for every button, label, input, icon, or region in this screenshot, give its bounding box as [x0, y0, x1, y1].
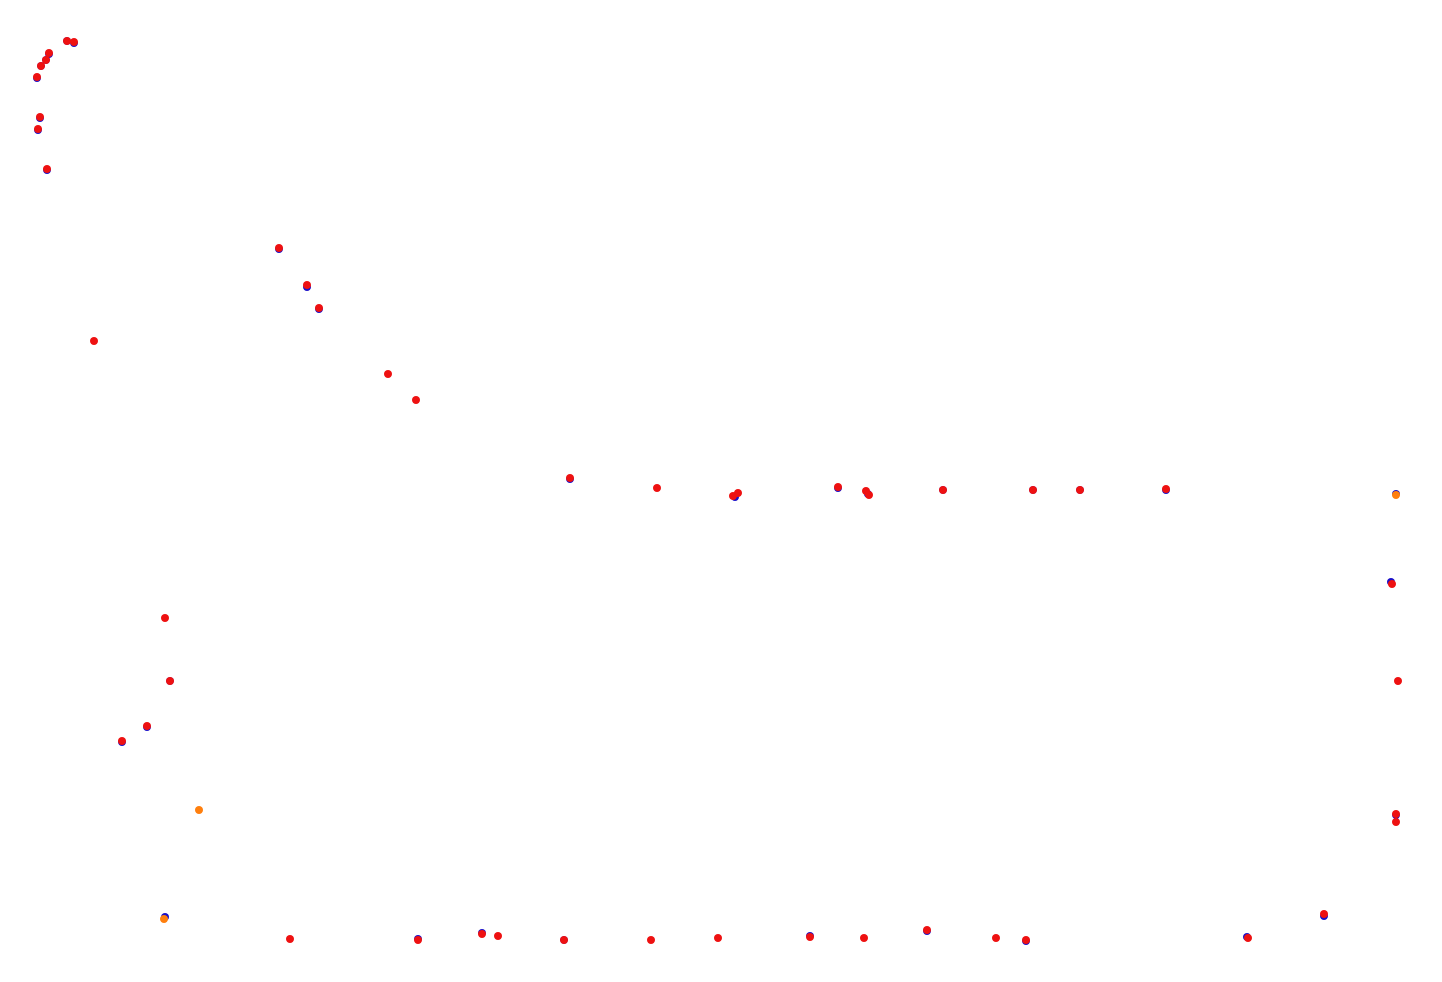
data-point	[195, 806, 203, 814]
data-point	[1076, 486, 1084, 494]
data-point	[478, 930, 486, 938]
data-point	[734, 489, 742, 497]
data-point	[37, 62, 45, 70]
data-point	[303, 281, 311, 289]
series-0	[33, 37, 1400, 945]
data-point	[714, 934, 722, 942]
data-point	[939, 486, 947, 494]
data-point	[1320, 910, 1328, 918]
data-point	[1162, 485, 1170, 493]
data-point	[647, 936, 655, 944]
data-point	[166, 677, 174, 685]
data-point	[36, 113, 44, 121]
data-point	[560, 936, 568, 944]
data-point	[834, 483, 842, 491]
data-point	[865, 491, 873, 499]
data-point	[1394, 677, 1402, 685]
data-point	[1029, 486, 1037, 494]
data-point	[1388, 580, 1396, 588]
data-point	[118, 737, 126, 745]
data-point	[63, 37, 71, 45]
data-point	[412, 396, 420, 404]
data-point	[143, 722, 151, 730]
data-point	[90, 337, 98, 345]
data-point	[806, 933, 814, 941]
data-point	[860, 934, 868, 942]
data-point	[33, 73, 41, 81]
data-point	[1392, 491, 1400, 499]
data-point	[161, 614, 169, 622]
data-point	[923, 926, 931, 934]
points-layer	[33, 37, 1402, 945]
data-point	[992, 934, 1000, 942]
data-point	[1022, 936, 1030, 944]
data-point	[653, 484, 661, 492]
series-1	[33, 37, 1402, 944]
data-point	[43, 165, 51, 173]
data-point	[494, 932, 502, 940]
data-point	[70, 38, 78, 46]
data-point	[414, 936, 422, 944]
data-point	[286, 935, 294, 943]
data-point	[315, 304, 323, 312]
data-point	[45, 49, 53, 57]
data-point	[566, 474, 574, 482]
series-2	[160, 491, 1400, 923]
data-point	[34, 125, 42, 133]
data-point	[275, 244, 283, 252]
data-point	[1244, 934, 1252, 942]
data-point	[1392, 818, 1400, 826]
data-point	[1392, 810, 1400, 818]
data-point	[384, 370, 392, 378]
data-point	[42, 56, 50, 64]
data-point	[160, 915, 168, 923]
